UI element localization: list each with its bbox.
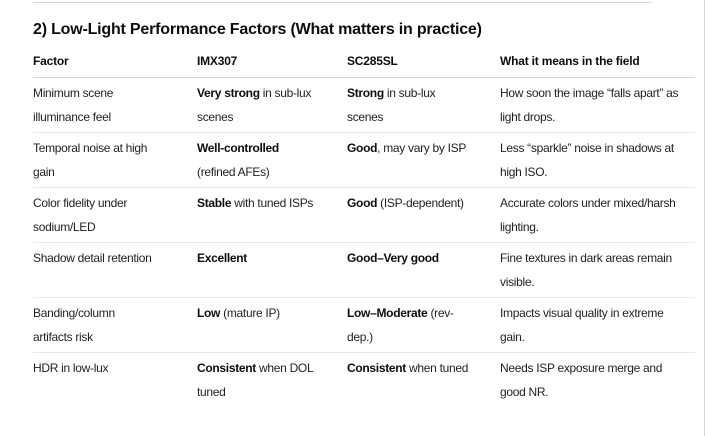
cell-meaning: Accurate colors under mixed/harsh lighti… — [500, 187, 695, 243]
table-row: Color fidelity under sodium/LED Stable w… — [33, 187, 695, 243]
comparison-table: Factor IMX307 SC285SL What it means in t… — [33, 53, 695, 407]
cell-meaning: Needs ISP exposure merge and good NR. — [500, 361, 663, 399]
cell-factor: Color fidelity under sodium/LED — [33, 187, 197, 243]
cell-factor: Temporal noise at high gain — [33, 132, 197, 188]
cell-sc285sl: Good, may vary by ISP — [347, 132, 500, 188]
cell-sc285sl: Good (ISP-dependent) — [347, 187, 500, 243]
cell-imx307: Consistent when DOL tuned — [197, 353, 347, 408]
cell-imx307-rest: (mature IP) — [220, 306, 280, 320]
cell-sc285sl-emphasis: Good — [347, 141, 378, 155]
cell-imx307-emphasis: Consistent — [197, 361, 257, 375]
cell-imx307-emphasis: Well-controlled — [197, 141, 279, 155]
cell-imx307: Very strong in sub-lux scenes — [197, 77, 347, 133]
column-header-sc285sl: SC285SL — [347, 53, 500, 78]
cell-meaning: Impacts visual quality in extreme gain. — [500, 297, 695, 353]
column-header-imx307: IMX307 — [197, 53, 347, 78]
cell-imx307: Stable with tuned ISPs — [197, 187, 347, 243]
cell-imx307-rest: in sub-lux scenes — [197, 86, 312, 124]
cell-sc285sl: Good–Very good — [347, 242, 500, 298]
cell-imx307-emphasis: Excellent — [197, 251, 247, 265]
cell-factor: Minimum scene illuminance feel — [33, 77, 197, 133]
document-content: 2) Low-Light Performance Factors (What m… — [33, 19, 695, 407]
table-header-row: Factor IMX307 SC285SL What it means in t… — [33, 53, 695, 78]
table-row: HDR in low-lux Consistent when DOL tuned… — [33, 353, 695, 408]
cell-sc285sl-rest: in sub-lux scenes — [347, 86, 436, 124]
table-row: Shadow detail retention Excellent Good–V… — [33, 242, 695, 298]
table-row: Temporal noise at high gain Well-control… — [33, 132, 695, 188]
cell-sc285sl-rest: (rev- dep.) — [347, 306, 454, 344]
table-row: Banding/column artifacts risk Low (matur… — [33, 297, 695, 353]
cell-sc285sl-rest: , may vary by ISP — [377, 141, 467, 155]
cell-sc285sl: Low–Moderate (rev- dep.) — [347, 297, 500, 353]
cell-factor: Banding/column artifacts risk — [33, 297, 197, 353]
cell-sc285sl-rest: (ISP-dependent) — [377, 196, 464, 210]
cell-sc285sl-emphasis: Low–Moderate — [347, 306, 428, 320]
cell-sc285sl: Consistent when tuned — [347, 353, 500, 408]
cell-imx307-emphasis: Low — [197, 306, 221, 320]
section-heading: 2) Low-Light Performance Factors (What m… — [33, 21, 482, 38]
cell-meaning: Fine textures in dark areas remain visib… — [500, 242, 695, 298]
cell-sc285sl: Strong in sub-lux scenes — [347, 77, 500, 133]
cell-sc285sl-emphasis: Good–Very good — [347, 251, 439, 265]
cell-imx307-rest: with tuned ISPs — [231, 196, 314, 210]
cell-factor: HDR in low-lux — [33, 361, 109, 375]
cell-imx307-rest: (refined AFEs) — [197, 165, 270, 179]
cell-imx307: Excellent — [197, 242, 347, 298]
cell-imx307: Low (mature IP) — [197, 297, 347, 353]
cell-sc285sl-rest: when tuned — [406, 361, 469, 375]
cell-sc285sl-emphasis: Strong — [347, 86, 384, 100]
cell-imx307: Well-controlled (refined AFEs) — [197, 132, 347, 188]
cell-meaning: Less “sparkle” noise in shadows at high … — [500, 132, 695, 188]
cell-imx307-emphasis: Stable — [197, 196, 232, 210]
cell-sc285sl-emphasis: Consistent — [347, 361, 407, 375]
table-row: Minimum scene illuminance feel Very stro… — [33, 77, 695, 133]
column-header-factor: Factor — [33, 53, 197, 78]
right-border — [704, 0, 705, 436]
previous-section-divider — [33, 2, 652, 3]
cell-imx307-emphasis: Very strong — [197, 86, 260, 100]
cell-factor: Shadow detail retention — [33, 242, 197, 298]
cell-sc285sl-emphasis: Good — [347, 196, 378, 210]
cell-imx307-rest: when DOL tuned — [197, 361, 314, 399]
cell-meaning: How soon the image “falls apart” as ligh… — [500, 77, 695, 133]
column-header-meaning: What it means in the field — [500, 53, 695, 78]
